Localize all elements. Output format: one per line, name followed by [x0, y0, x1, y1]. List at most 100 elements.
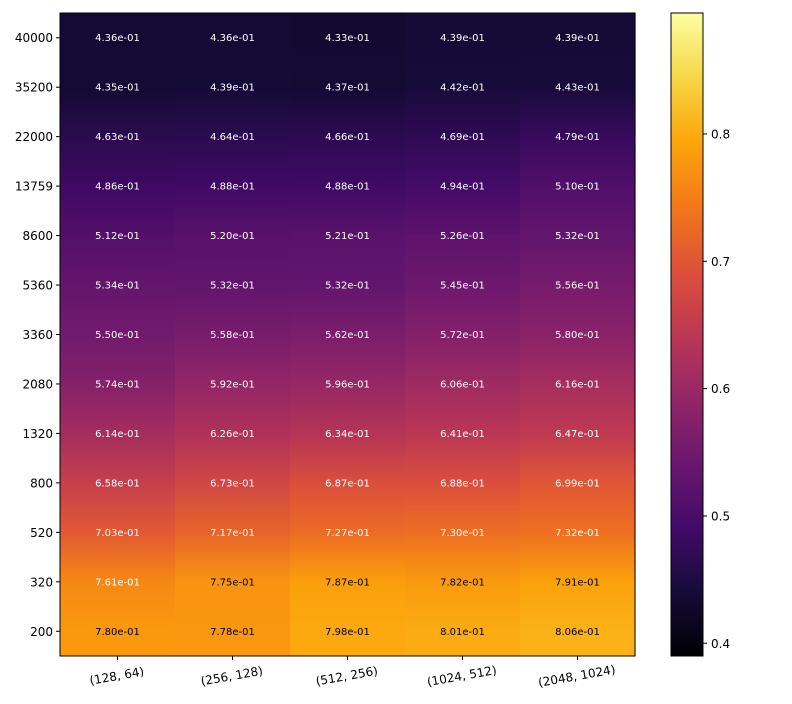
- heatmap-cell-label: 6.88e-01: [440, 478, 485, 489]
- heatmap-cell-label: 5.50e-01: [95, 330, 140, 341]
- heatmap-cell-label: 7.78e-01: [210, 627, 255, 638]
- colorbar-tick-label: 0.4: [711, 637, 730, 651]
- y-tick-label: 40000: [15, 31, 53, 45]
- heatmap-cell-label: 5.58e-01: [210, 330, 255, 341]
- heatmap-column-1: [175, 13, 291, 656]
- y-tick-label: 5360: [22, 279, 53, 293]
- heatmap-column-4: [520, 13, 636, 656]
- heatmap-cell-label: 5.21e-01: [325, 231, 370, 242]
- heatmap-cell-label: 7.30e-01: [440, 528, 485, 539]
- heatmap-cell-label: 4.39e-01: [210, 83, 255, 94]
- heatmap-cell-label: 6.26e-01: [210, 429, 255, 440]
- y-tick-label: 8600: [22, 229, 53, 243]
- heatmap-cell-label: 5.74e-01: [95, 379, 140, 390]
- heatmap-cell-label: 6.14e-01: [95, 429, 140, 440]
- y-tick-label: 320: [30, 575, 53, 589]
- x-tick-label: (256, 128): [200, 664, 264, 689]
- heatmap-column-2: [290, 13, 406, 656]
- heatmap-cell-labels: 4.36e-01 4.36e-01 4.33e-01 4.39e-01 4.39e-01…: [95, 33, 600, 638]
- heatmap-column-3: [405, 13, 521, 656]
- heatmap-cell-label: 5.92e-01: [210, 379, 255, 390]
- x-tick-label: (128, 64): [88, 664, 145, 687]
- heatmap-cell-label: 4.36e-01: [210, 33, 255, 44]
- x-tick-label: (512, 256): [315, 664, 379, 689]
- heatmap-cell-label: 5.20e-01: [210, 231, 255, 242]
- heatmap-cell-label: 5.34e-01: [95, 281, 140, 292]
- heatmap-cell-label: 4.86e-01: [95, 182, 140, 193]
- heatmap-cell-label: 5.96e-01: [325, 379, 370, 390]
- heatmap-cell-label: 4.43e-01: [555, 83, 600, 94]
- heatmap-cell-label: 4.42e-01: [440, 83, 485, 94]
- heatmap-cell-label: 5.62e-01: [325, 330, 370, 341]
- heatmap-cell-label: 4.94e-01: [440, 182, 485, 193]
- heatmap-cell-label: 5.32e-01: [325, 281, 370, 292]
- heatmap-plot-area: [59, 12, 636, 657]
- colorbar-tick-label: 0.8: [711, 127, 730, 141]
- heatmap-cell-label: 4.69e-01: [440, 132, 485, 143]
- heatmap-cell-label: 6.47e-01: [555, 429, 600, 440]
- heatmap-cell-label: 4.63e-01: [95, 132, 140, 143]
- heatmap-cell-label: 4.39e-01: [440, 33, 485, 44]
- y-tick-label: 2080: [22, 377, 53, 391]
- heatmap-cell-label: 4.35e-01: [95, 83, 140, 94]
- heatmap-cell-label: 7.98e-01: [325, 627, 370, 638]
- x-tick-label: (2048, 1024): [537, 662, 616, 689]
- heatmap-cell-label: 4.33e-01: [325, 33, 370, 44]
- y-tick-label: 13759: [15, 180, 53, 194]
- heatmap-cell-label: 4.88e-01: [210, 182, 255, 193]
- heatmap-cell-label: 6.41e-01: [440, 429, 485, 440]
- heatmap-cell-label: 6.73e-01: [210, 478, 255, 489]
- heatmap-column-0: [60, 13, 176, 656]
- heatmap-cell-label: 8.01e-01: [440, 627, 485, 638]
- heatmap-cell-label: 5.56e-01: [555, 281, 600, 292]
- heatmap-cell-label: 5.10e-01: [555, 182, 600, 193]
- colorbar-tick-label: 0.7: [711, 255, 730, 269]
- heatmap-cell-label: 6.87e-01: [325, 478, 370, 489]
- heatmap-cell-label: 4.36e-01: [95, 33, 140, 44]
- y-tick-label: 3360: [22, 328, 53, 342]
- heatmap-cell-label: 5.12e-01: [95, 231, 140, 242]
- y-tick-label: 22000: [15, 130, 53, 144]
- y-tick-label: 1320: [22, 427, 53, 441]
- heatmap-cell-label: 8.06e-01: [555, 627, 600, 638]
- heatmap-cell-label: 4.39e-01: [555, 33, 600, 44]
- heatmap-cell-label: 7.03e-01: [95, 528, 140, 539]
- heatmap-cell-label: 5.80e-01: [555, 330, 600, 341]
- y-tick-label: 520: [30, 526, 53, 540]
- y-axis: 40000 35200 22000 13759 8600 5360 3360 2080 1320…: [15, 31, 60, 639]
- heatmap-cell-label: 5.32e-01: [210, 281, 255, 292]
- heatmap-cell-label: 6.06e-01: [440, 379, 485, 390]
- heatmap-cell-label: 7.80e-01: [95, 627, 140, 638]
- colorbar-tick-label: 0.5: [711, 509, 730, 523]
- y-tick-label: 200: [30, 625, 53, 639]
- heatmap-cell-label: 5.45e-01: [440, 281, 485, 292]
- heatmap-cell-label: 7.17e-01: [210, 528, 255, 539]
- colorbar-tick-label: 0.6: [711, 382, 730, 396]
- heatmap-cell-label: 7.87e-01: [325, 577, 370, 588]
- heatmap-cell-label: 5.72e-01: [440, 330, 485, 341]
- heatmap-cell-label: 4.64e-01: [210, 132, 255, 143]
- heatmap-cell-label: 4.66e-01: [325, 132, 370, 143]
- heatmap-cell-label: 6.16e-01: [555, 379, 600, 390]
- heatmap-cell-label: 6.34e-01: [325, 429, 370, 440]
- heatmap-cell-label: 4.37e-01: [325, 83, 370, 94]
- colorbar: 0.4 0.5 0.6 0.7 0.8: [670, 12, 730, 657]
- heatmap-cell-label: 7.75e-01: [210, 577, 255, 588]
- heatmap-cell-label: 7.82e-01: [440, 577, 485, 588]
- heatmap-cell-label: 5.32e-01: [555, 231, 600, 242]
- heatmap-cell-label: 7.91e-01: [555, 577, 600, 588]
- x-tick-label: (1024, 512): [426, 663, 498, 689]
- colorbar-scale: [670, 12, 704, 657]
- y-tick-label: 800: [30, 476, 53, 490]
- heatmap-cell-label: 6.99e-01: [555, 478, 600, 489]
- heatmap-cell-label: 7.61e-01: [95, 577, 140, 588]
- heatmap-cell-label: 6.58e-01: [95, 478, 140, 489]
- heatmap-cell-label: 7.32e-01: [555, 528, 600, 539]
- heatmap-cell-label: 4.79e-01: [555, 132, 600, 143]
- heatmap-cell-label: 5.26e-01: [440, 231, 485, 242]
- y-tick-label: 35200: [15, 81, 53, 95]
- x-axis: (128, 64) (256, 128) (512, 256) (1024, 512)…: [88, 656, 616, 690]
- heatmap-cell-label: 4.88e-01: [325, 182, 370, 193]
- heatmap-cell-label: 7.27e-01: [325, 528, 370, 539]
